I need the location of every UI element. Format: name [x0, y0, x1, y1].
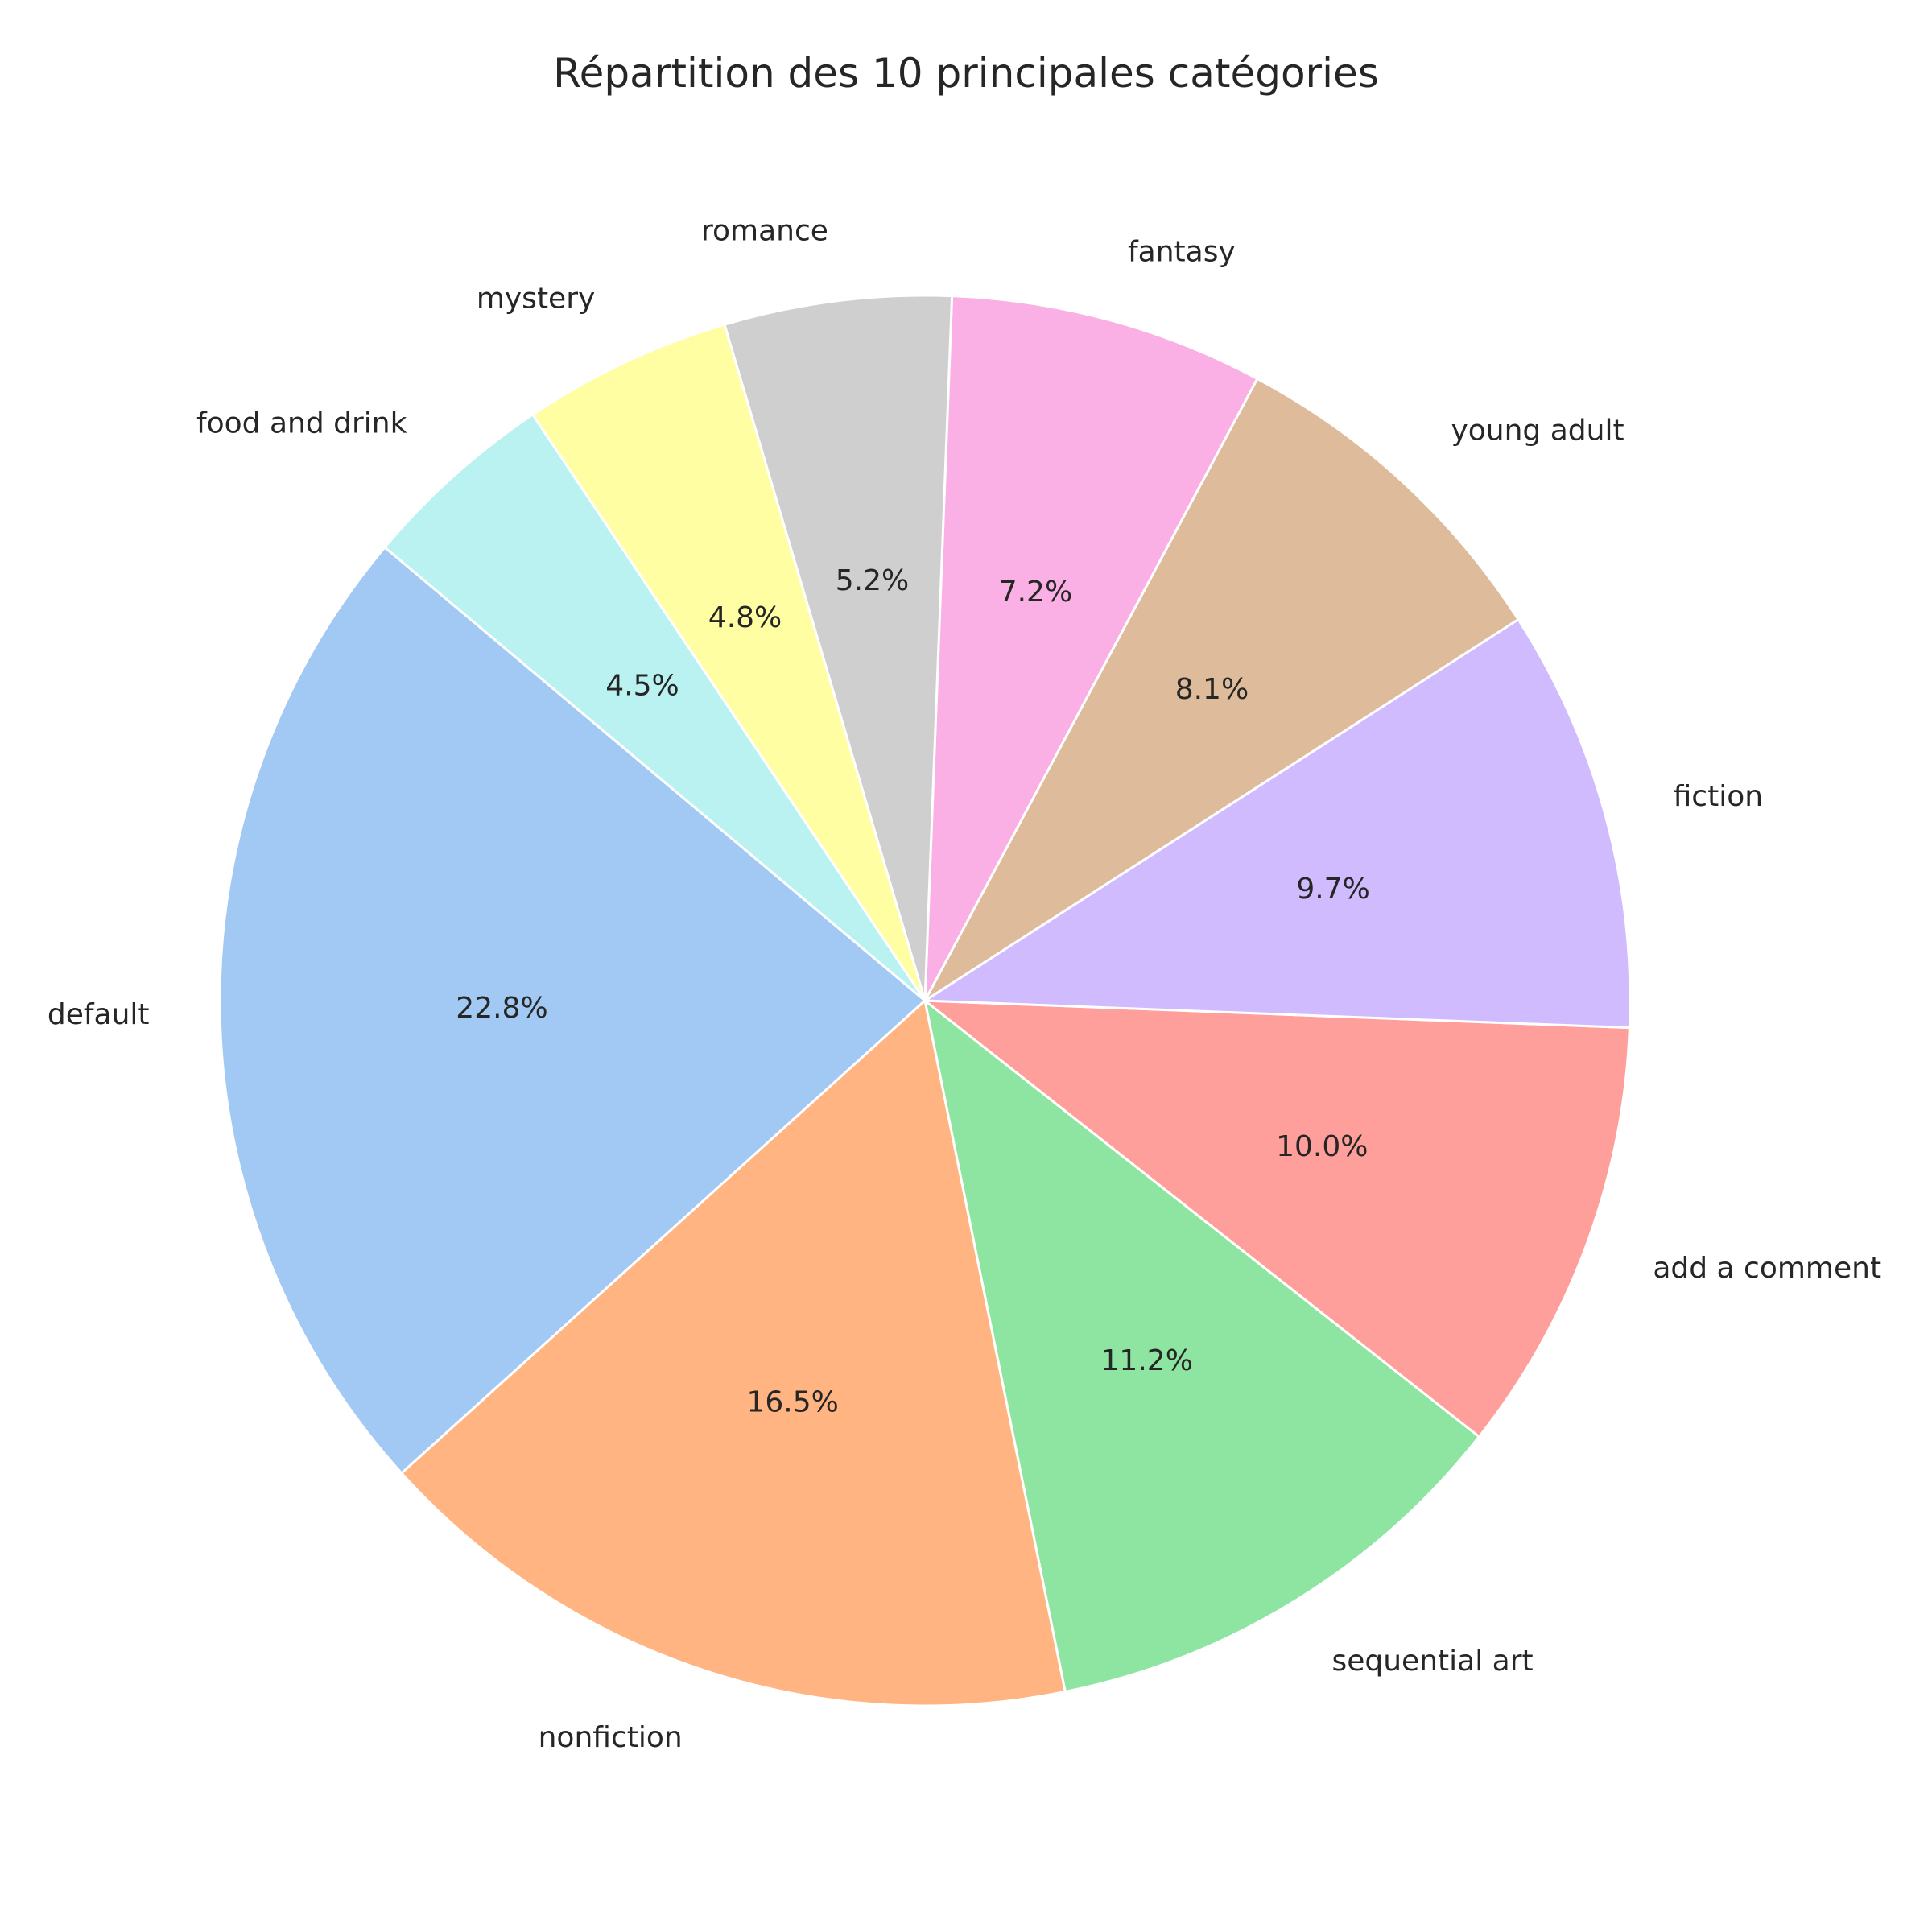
- pie-slice-food-and-drink: [383, 413, 927, 1002]
- pie-slices: [218, 294, 1632, 1707]
- category-label-fiction: fiction: [1674, 780, 1763, 813]
- category-label-young-adult: young adult: [1451, 414, 1624, 447]
- percentage-label-add-a-comment: 10.0%: [1276, 1130, 1368, 1163]
- category-label-sequential-art: sequential art: [1331, 1645, 1533, 1678]
- pie-slice-default: [218, 546, 927, 1475]
- pie-slice-young-adult: [923, 377, 1520, 1002]
- percentage-label-young-adult: 8.1%: [1175, 673, 1249, 706]
- percentage-label-mystery: 4.8%: [708, 601, 782, 634]
- category-label-nonfiction: nonfiction: [539, 1721, 683, 1754]
- category-label-add-a-comment: add a comment: [1653, 1252, 1881, 1285]
- percentage-label-default: 22.8%: [456, 992, 547, 1025]
- category-label-mystery: mystery: [477, 282, 596, 315]
- percentage-label-sequential-art: 11.2%: [1101, 1344, 1193, 1377]
- percentage-label-fantasy: 7.2%: [999, 576, 1072, 609]
- percentage-label-food-and-drink: 4.5%: [605, 669, 679, 702]
- pie-slice-mystery: [531, 323, 927, 1002]
- category-label-food-and-drink: food and drink: [196, 407, 407, 440]
- category-label-default: default: [47, 998, 150, 1031]
- category-label-romance: romance: [701, 214, 828, 247]
- category-labels: default nonfiction sequential art add a com…: [47, 214, 1881, 1753]
- pie-slice-sequential-art: [923, 999, 1480, 1693]
- pie-slice-add-a-comment: [923, 999, 1631, 1439]
- percentage-label-fiction: 9.7%: [1296, 873, 1369, 906]
- category-label-fantasy: fantasy: [1128, 235, 1236, 268]
- pie-slice-fiction: [923, 617, 1632, 1030]
- pie-slice-nonfiction: [400, 999, 1067, 1707]
- percentage-label-romance: 5.2%: [836, 564, 909, 597]
- percentage-label-nonfiction: 16.5%: [746, 1386, 838, 1419]
- percentage-labels: 22.8% 16.5% 11.2% 10.0% 9.7% 8.1% 7.2% 5.2% 4.8%…: [456, 564, 1370, 1419]
- pie-slice-romance: [723, 294, 954, 1002]
- chart-title: Répartition des 10 principales catégorie…: [553, 50, 1379, 97]
- pie-slice-fantasy: [923, 295, 1259, 1002]
